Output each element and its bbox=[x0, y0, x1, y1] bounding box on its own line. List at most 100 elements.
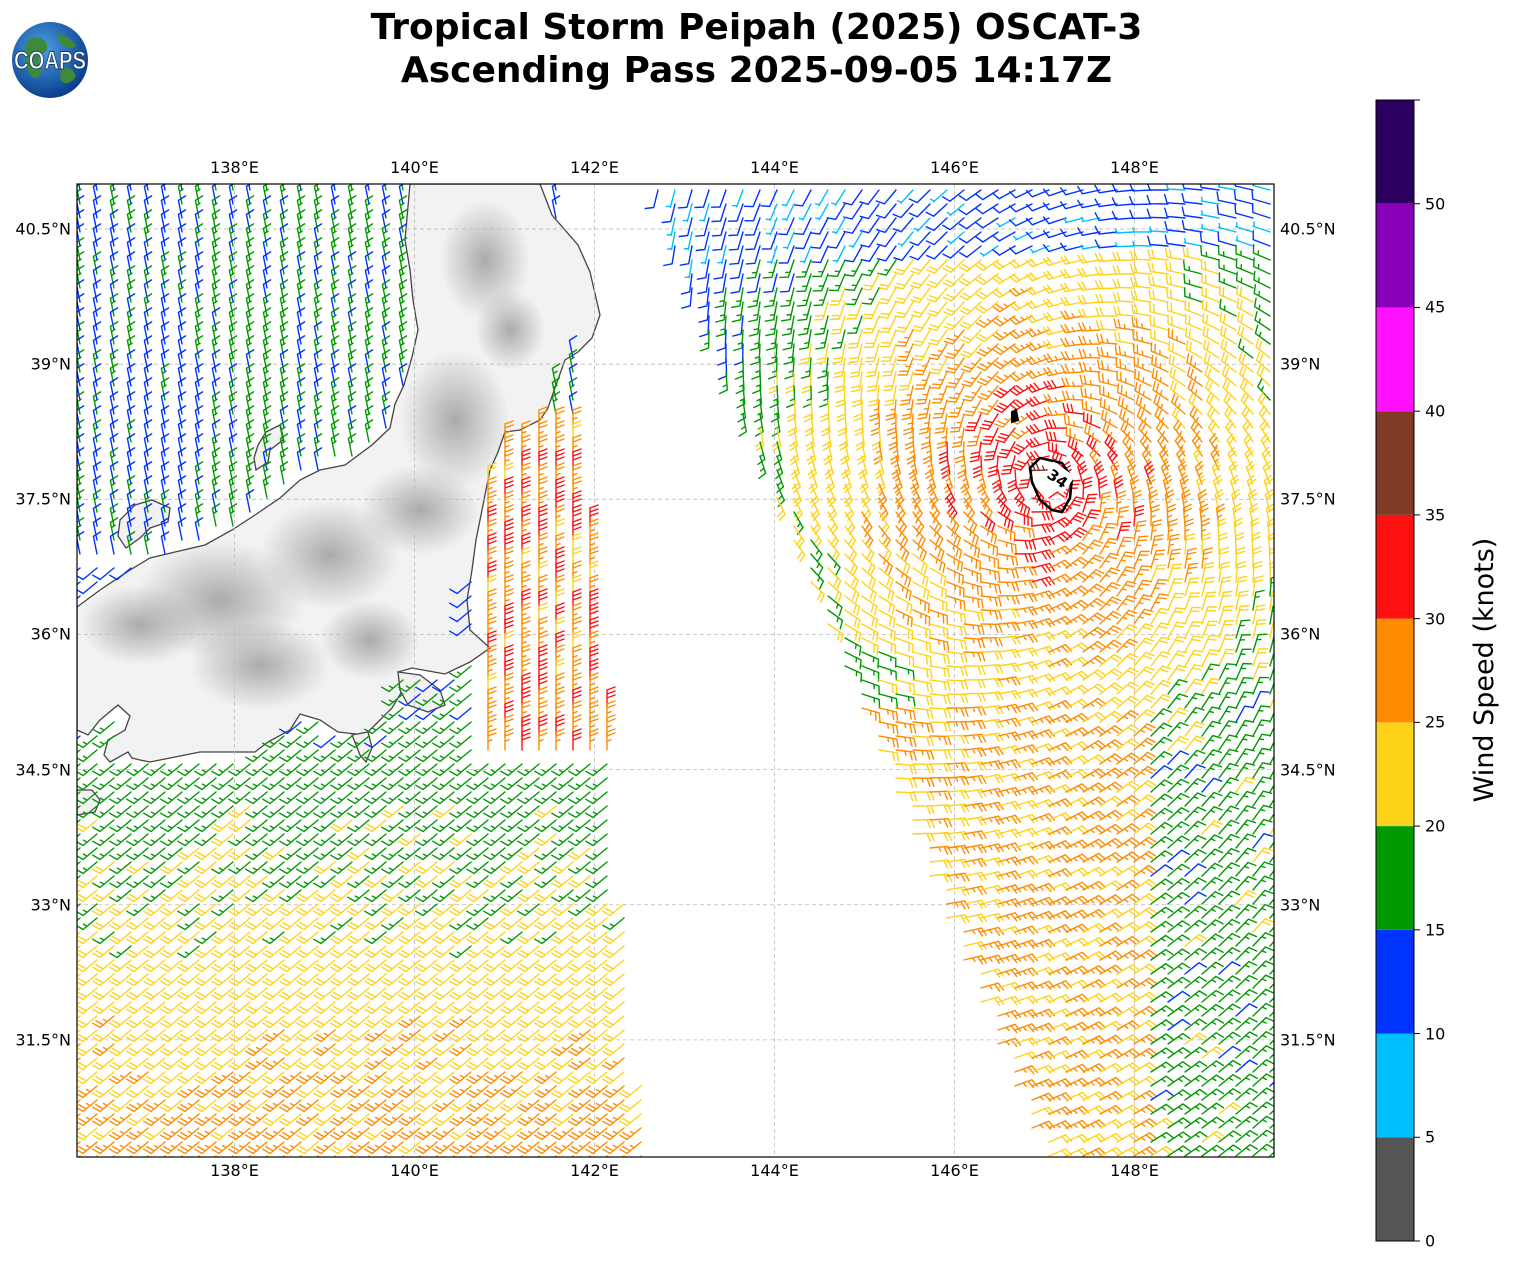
wind-barb bbox=[711, 203, 727, 223]
wind-barb bbox=[993, 399, 1016, 414]
wind-barb bbox=[766, 343, 778, 366]
wind-barb bbox=[487, 686, 497, 709]
wind-barb bbox=[381, 251, 391, 275]
wind-barb bbox=[1133, 751, 1156, 765]
wind-barb bbox=[893, 259, 914, 276]
wind-barb bbox=[555, 532, 565, 555]
wind-barb bbox=[1010, 441, 1033, 455]
wind-barb bbox=[1201, 286, 1220, 303]
wind-barb bbox=[585, 819, 608, 833]
wind-barb bbox=[449, 749, 472, 763]
wind-barb bbox=[521, 532, 531, 555]
wind-barb bbox=[398, 805, 421, 819]
wind-barb bbox=[1031, 536, 1055, 547]
wind-barb bbox=[555, 462, 565, 485]
wind-barb bbox=[504, 602, 514, 625]
wind-barb bbox=[799, 245, 812, 264]
wind-barb bbox=[109, 777, 132, 791]
wind-barb bbox=[364, 349, 374, 373]
wind-barb bbox=[892, 217, 914, 233]
wind-barb bbox=[812, 273, 829, 292]
colorbar-bin bbox=[1376, 826, 1414, 930]
wind-barb bbox=[279, 461, 289, 485]
wind-barb bbox=[485, 1155, 489, 1157]
wind-barb bbox=[262, 805, 285, 819]
wind-barb bbox=[109, 307, 119, 331]
wind-barb bbox=[827, 231, 846, 249]
wind-barb bbox=[245, 391, 255, 415]
wind-barb bbox=[143, 335, 153, 359]
wind-barb bbox=[296, 433, 306, 457]
wind-barb bbox=[828, 273, 846, 292]
wind-barb bbox=[1048, 486, 1072, 499]
wind-barb bbox=[606, 728, 616, 751]
wind-barb bbox=[844, 651, 862, 670]
wind-barb bbox=[1031, 812, 1056, 823]
wind-barb bbox=[1214, 489, 1224, 513]
wind-barb bbox=[1065, 585, 1089, 597]
wind-barb bbox=[975, 231, 999, 243]
wind-barb bbox=[760, 189, 778, 208]
wind-barb bbox=[1184, 692, 1205, 709]
wind-barb bbox=[211, 461, 221, 485]
wind-barb bbox=[1166, 184, 1186, 191]
wind-barb bbox=[912, 665, 933, 680]
wind-barb bbox=[568, 805, 591, 819]
wind-barb bbox=[109, 763, 132, 777]
wind-barb bbox=[762, 259, 778, 279]
wind-barb bbox=[1099, 710, 1123, 723]
wind-barb bbox=[1200, 518, 1211, 541]
wind-barb bbox=[177, 475, 187, 499]
wind-barb bbox=[1048, 587, 1073, 597]
wind-barb bbox=[697, 287, 710, 309]
wind-barb bbox=[347, 805, 370, 819]
wind-barb bbox=[1253, 270, 1271, 289]
wind-barb bbox=[279, 777, 302, 791]
wind-barb bbox=[781, 189, 795, 207]
wind-barb bbox=[1031, 757, 1056, 767]
wind-barb bbox=[992, 189, 1016, 200]
wind-barb bbox=[1078, 361, 1101, 373]
wind-barb bbox=[959, 301, 982, 315]
wind-barb bbox=[466, 791, 489, 805]
wind-barb bbox=[177, 517, 187, 541]
wind-barb bbox=[912, 525, 926, 548]
wind-barb bbox=[666, 217, 676, 237]
wind-barb bbox=[780, 287, 795, 307]
wind-barb bbox=[109, 335, 119, 359]
wind-barb bbox=[1183, 260, 1203, 275]
wind-barb bbox=[1099, 625, 1122, 639]
wind-barb bbox=[1065, 571, 1089, 583]
wind-barb bbox=[997, 497, 1012, 520]
wind-barb bbox=[929, 623, 949, 639]
wind-barb bbox=[1048, 545, 1073, 555]
wind-barb bbox=[682, 203, 693, 223]
wind-barb bbox=[126, 405, 136, 429]
wind-barb bbox=[929, 776, 952, 787]
wind-barb bbox=[177, 363, 187, 387]
wind-barb bbox=[1009, 399, 1033, 411]
wind-barb bbox=[1147, 235, 1169, 247]
wind-barb bbox=[1099, 739, 1123, 751]
wind-barb bbox=[126, 475, 136, 499]
wind-barb bbox=[912, 777, 935, 787]
wind-barb bbox=[1200, 223, 1220, 233]
wind-barb bbox=[1131, 317, 1152, 331]
wind-barb bbox=[889, 441, 900, 465]
wind-barb bbox=[1008, 189, 1033, 199]
wind-barb bbox=[211, 419, 221, 443]
wind-barb bbox=[572, 504, 582, 527]
wind-barb bbox=[589, 728, 599, 751]
wind-barb bbox=[926, 273, 948, 289]
wind-barb bbox=[1184, 518, 1194, 541]
wind-barb bbox=[1099, 725, 1123, 737]
wind-barb bbox=[143, 391, 153, 415]
lon-tick-label: 142°E bbox=[570, 158, 619, 177]
wind-barb bbox=[279, 223, 289, 247]
wind-barb bbox=[912, 511, 925, 535]
wind-barb bbox=[1186, 353, 1203, 373]
wind-barb bbox=[228, 447, 238, 471]
wind-barb bbox=[347, 391, 357, 415]
wind-barb bbox=[313, 363, 323, 387]
wind-barb bbox=[1166, 301, 1186, 317]
